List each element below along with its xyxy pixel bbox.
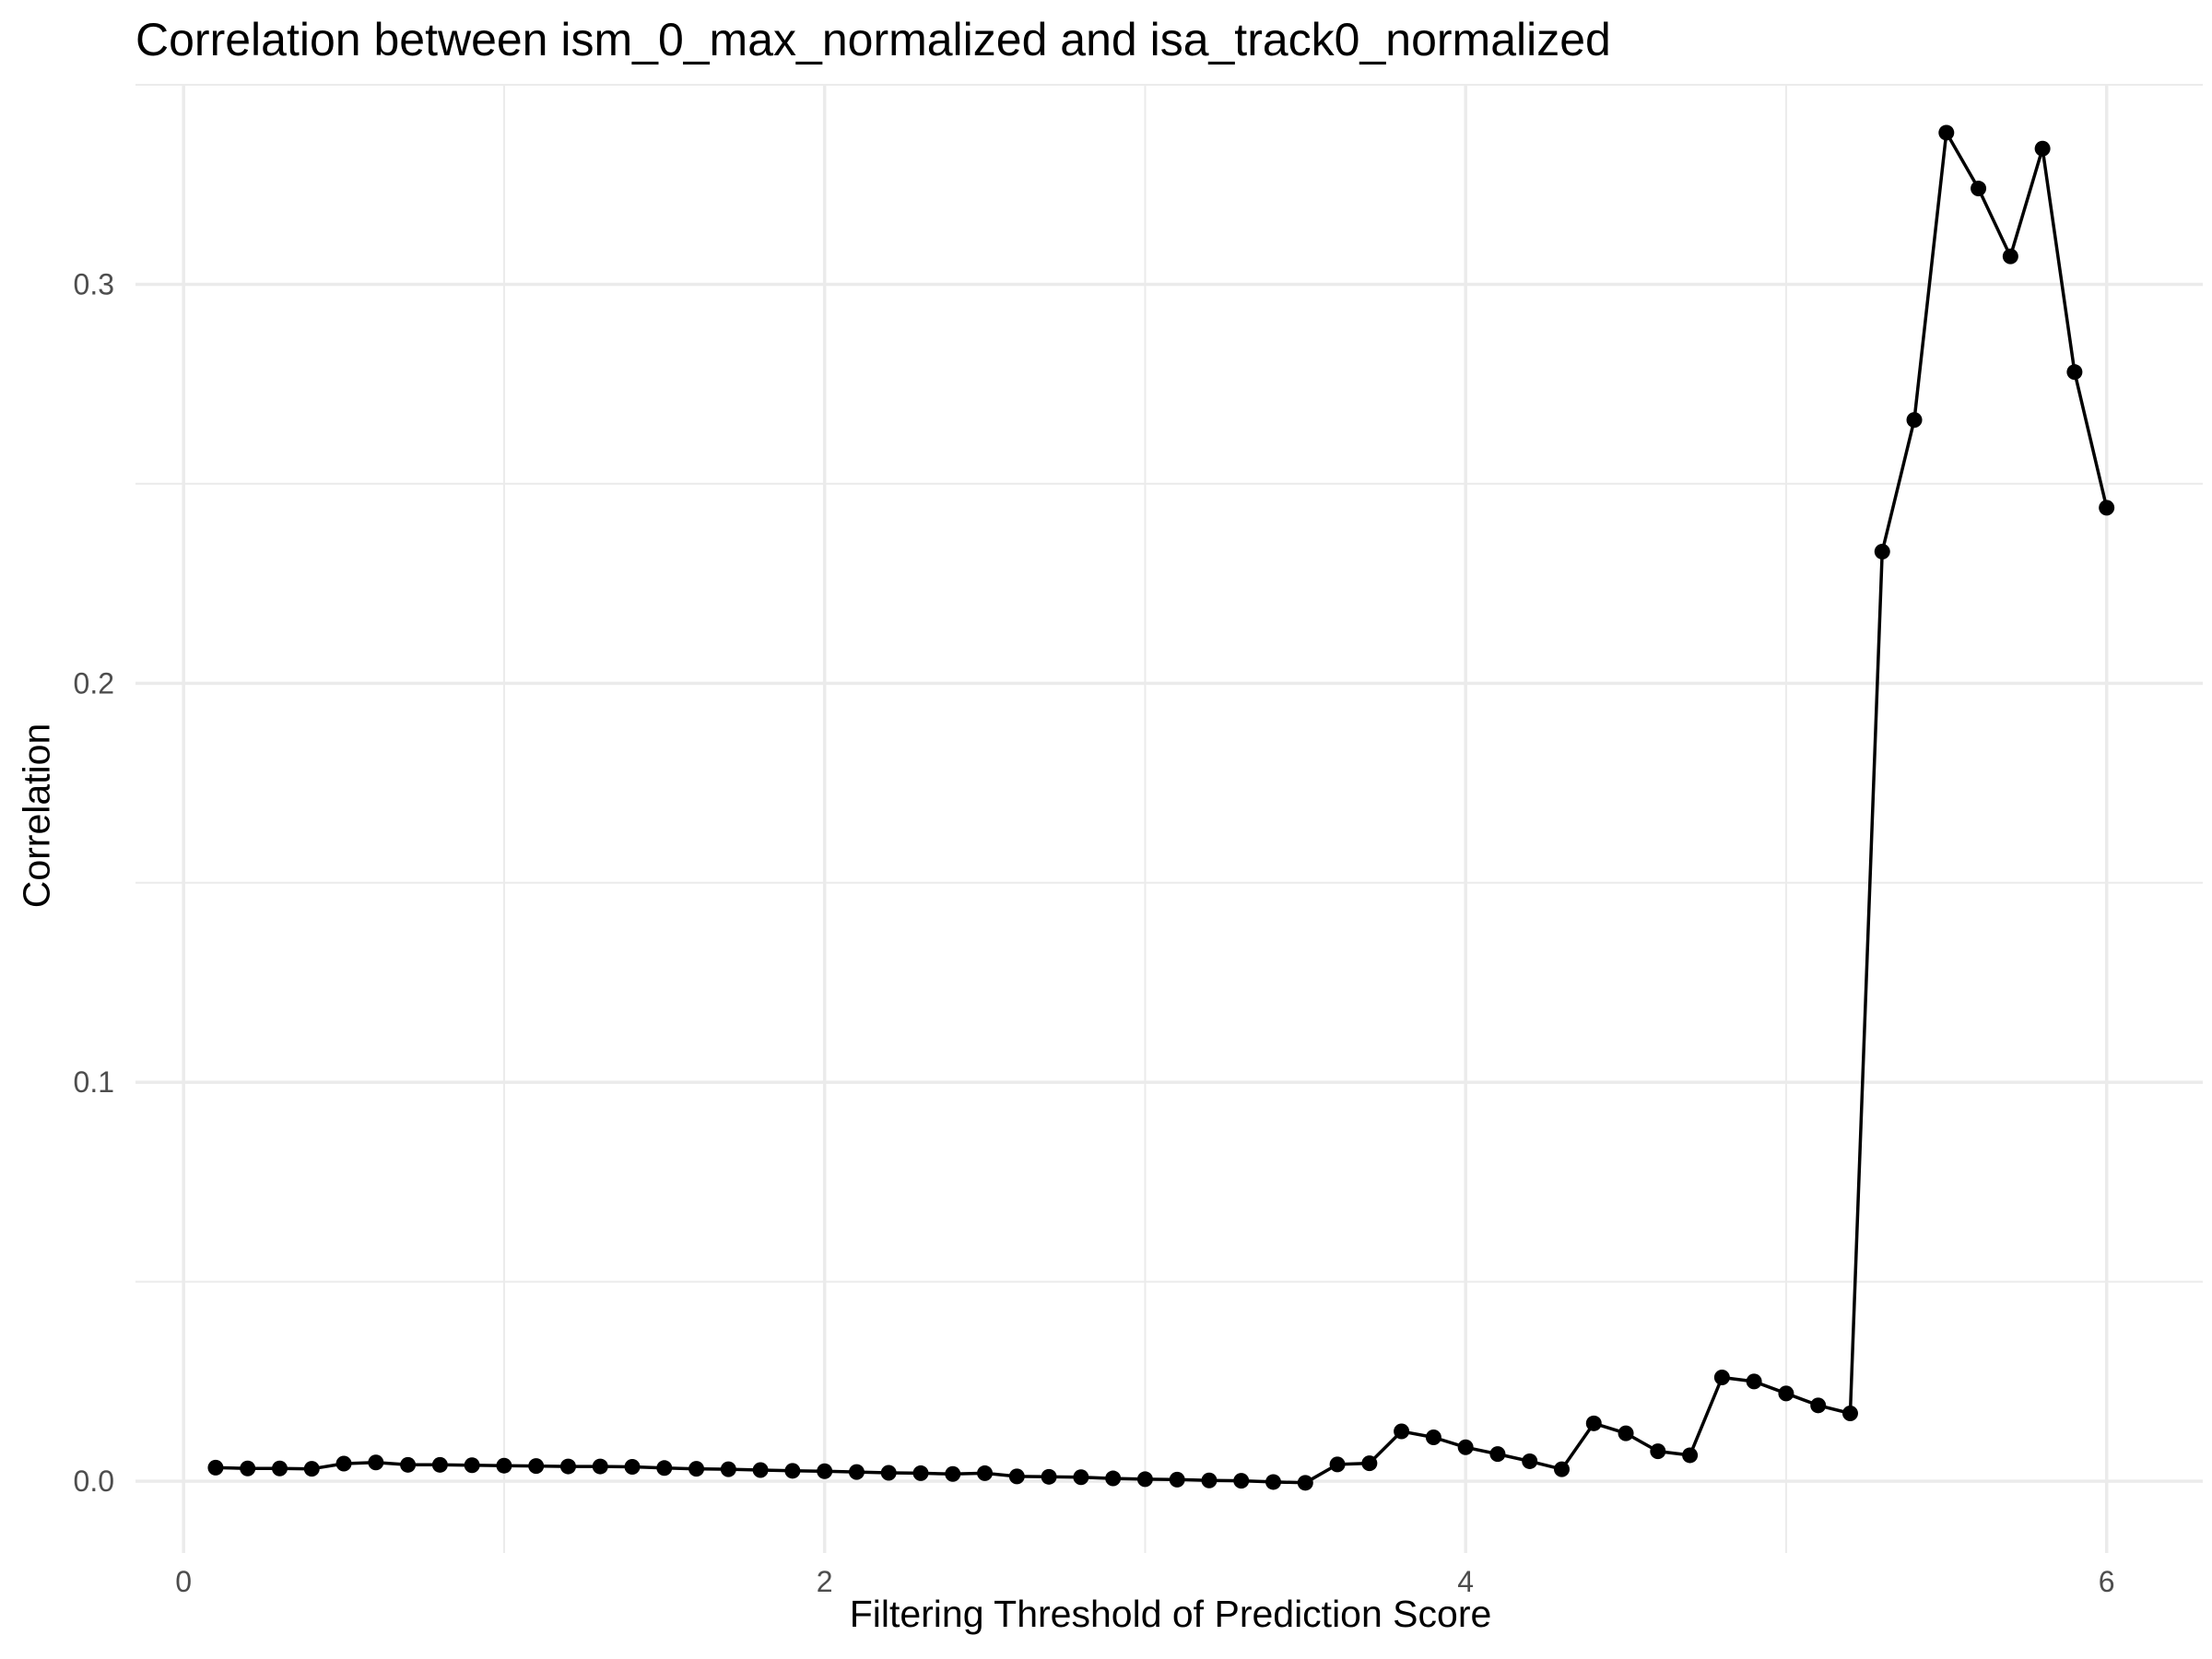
data-point <box>624 1458 641 1475</box>
data-point <box>271 1460 288 1477</box>
data-point <box>817 1463 833 1479</box>
data-point <box>1297 1475 1313 1491</box>
series-lines <box>215 131 2109 1485</box>
data-point <box>400 1456 417 1473</box>
data-point <box>207 1459 224 1476</box>
x-tick-label: 6 <box>2099 1565 2115 1598</box>
data-point <box>1329 1456 1346 1473</box>
data-point <box>1233 1473 1250 1489</box>
x-tick-labels: 0 2 4 6 <box>175 1565 2114 1598</box>
data-point <box>1650 1443 1666 1460</box>
x-tick-label: 2 <box>817 1565 833 1598</box>
data-point <box>1682 1447 1699 1464</box>
y-tick-label: 0.1 <box>74 1065 114 1099</box>
x-tick-label: 4 <box>1457 1565 1474 1598</box>
data-point <box>752 1462 769 1478</box>
data-point <box>464 1457 480 1474</box>
chart-title: Correlation between ism_0_max_normalized… <box>135 14 1611 65</box>
data-point <box>977 1465 994 1481</box>
data-point <box>1906 412 1923 429</box>
data-point <box>1425 1429 1441 1445</box>
y-tick-label: 0.3 <box>74 267 114 300</box>
x-axis-label: Filtering Threshold of Prediction Score <box>849 1593 1492 1635</box>
data-point <box>1169 1471 1185 1488</box>
data-point <box>335 1455 352 1472</box>
y-tick-labels: 0.0 0.1 0.2 0.3 <box>74 267 114 1498</box>
data-point <box>1938 124 1955 141</box>
data-point <box>2066 364 2083 381</box>
data-point <box>1553 1461 1570 1477</box>
data-point <box>1201 1472 1218 1488</box>
data-point <box>784 1463 801 1479</box>
data-point <box>1361 1455 1378 1472</box>
data-point <box>303 1461 320 1477</box>
data-point <box>240 1460 256 1477</box>
x-tick-label: 0 <box>175 1565 192 1598</box>
series-points <box>207 124 2115 1491</box>
data-point <box>912 1465 929 1481</box>
data-point <box>1041 1468 1057 1485</box>
series-line <box>215 131 2109 1485</box>
data-point <box>1394 1423 1410 1440</box>
data-point <box>1073 1469 1089 1486</box>
data-point <box>1585 1415 1602 1431</box>
grid-major <box>135 85 2203 1553</box>
data-point <box>1713 1370 1730 1386</box>
data-point <box>848 1464 865 1480</box>
data-point <box>528 1458 545 1475</box>
data-point <box>656 1460 673 1477</box>
data-point <box>1778 1385 1794 1402</box>
grid-minor <box>135 84 2203 1553</box>
data-point <box>1489 1446 1506 1463</box>
data-point <box>880 1465 897 1481</box>
data-point <box>1874 543 1890 559</box>
data-point <box>431 1456 448 1473</box>
data-point <box>559 1458 576 1475</box>
data-point <box>1746 1373 1762 1390</box>
data-point <box>1105 1470 1122 1487</box>
data-point <box>1136 1471 1153 1488</box>
y-tick-label: 0.2 <box>74 666 114 700</box>
data-point <box>1008 1468 1025 1485</box>
data-point <box>1265 1474 1282 1490</box>
data-point <box>688 1461 705 1477</box>
data-point <box>2002 248 2018 265</box>
data-point <box>945 1465 961 1482</box>
data-point <box>720 1461 736 1477</box>
data-point <box>592 1458 608 1475</box>
data-point <box>1810 1397 1827 1414</box>
data-point <box>2034 140 2051 157</box>
data-point <box>1457 1439 1474 1455</box>
data-point <box>1841 1405 1858 1421</box>
data-point <box>1522 1453 1538 1469</box>
data-point <box>1618 1425 1634 1441</box>
data-point <box>368 1454 384 1471</box>
data-point <box>1971 181 1987 197</box>
data-point <box>2099 500 2115 516</box>
data-point <box>496 1457 512 1474</box>
y-tick-label: 0.0 <box>74 1465 114 1498</box>
